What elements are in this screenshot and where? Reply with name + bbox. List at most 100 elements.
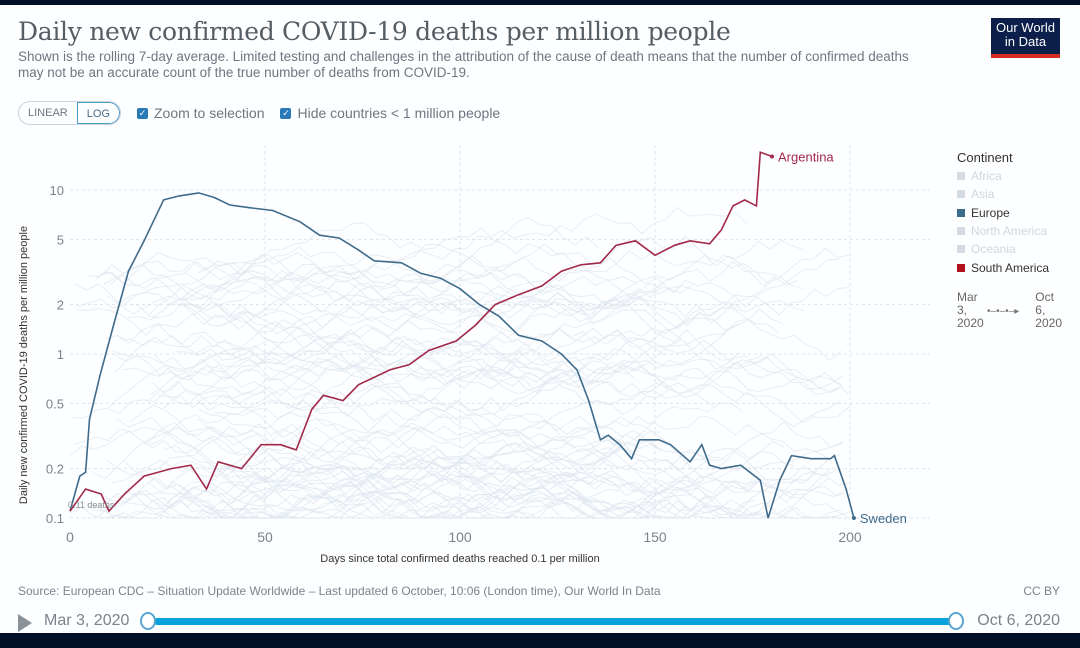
- chart-card: Daily new confirmed COVID-19 deaths per …: [0, 5, 1080, 633]
- background-country-line: [72, 356, 635, 419]
- legend-swatch: [957, 263, 965, 272]
- series-label-argentina[interactable]: Argentina: [778, 150, 834, 165]
- play-icon[interactable]: [18, 614, 32, 632]
- chart-title: Daily new confirmed COVID-19 deaths per …: [18, 17, 731, 46]
- chart-controls: LINEAR LOG ✓ Zoom to selection ✓ Hide coun…: [18, 101, 500, 125]
- legend-item-africa[interactable]: Africa: [957, 167, 1049, 185]
- timeline-track[interactable]: [154, 618, 952, 625]
- legend-item-europe[interactable]: Europe: [957, 204, 1049, 222]
- y-tick-label: 0.5: [46, 396, 64, 411]
- legend-item-north-america[interactable]: North America: [957, 222, 1049, 240]
- background-country-line: [114, 282, 771, 373]
- background-country-line: [103, 272, 842, 367]
- legend-date-start: Mar 3, 2020: [957, 290, 984, 330]
- x-tick-label: 150: [643, 529, 667, 545]
- background-country-line: [112, 321, 746, 418]
- checkbox-checked-icon: ✓: [280, 107, 292, 119]
- background-country-line: [72, 426, 846, 519]
- y-axis-label: Daily new confirmed COVID-19 deaths per …: [18, 226, 30, 504]
- x-tick-label: 0: [66, 529, 74, 545]
- x-tick-label: 50: [257, 529, 273, 545]
- background-country-line: [196, 369, 841, 428]
- legend-item-asia[interactable]: Asia: [957, 185, 1049, 203]
- log-button[interactable]: LOG: [76, 102, 120, 124]
- timeline-start-handle[interactable]: [140, 612, 156, 630]
- legend-date-range: Mar 3, 2020 Oct 6, 2020 •–•–•–▸: [957, 291, 1062, 330]
- y-tick-label: 10: [50, 183, 64, 198]
- background-country-line: [113, 258, 840, 362]
- background-country-line: [150, 328, 666, 396]
- background-country-line: [93, 468, 832, 519]
- background-country-line: [163, 431, 785, 491]
- arrow-dots-icon: •–•–•–▸: [987, 306, 1020, 317]
- legend-swatch: [957, 227, 965, 236]
- series-end-point: [770, 154, 774, 159]
- timeline: Mar 3, 2020 Oct 6, 2020: [18, 611, 1062, 633]
- y-tick-label: 0.2: [46, 462, 64, 477]
- background-country-line: [124, 441, 839, 493]
- series-line-sweden[interactable]: [69, 192, 855, 519]
- legend-label: Oceania: [971, 242, 1016, 257]
- owid-logo[interactable]: Our World in Data: [991, 18, 1060, 58]
- chart-subtitle: Shown is the rolling 7-day average. Limi…: [18, 49, 909, 80]
- background-country-line: [180, 467, 848, 519]
- timeline-end-handle[interactable]: [948, 612, 964, 630]
- linear-button[interactable]: LINEAR: [28, 107, 68, 119]
- y-tick-label: 5: [57, 232, 64, 247]
- x-axis-label: Days since total confirmed deaths reache…: [320, 553, 599, 565]
- background-country-line: [217, 260, 804, 344]
- hide-small-countries-checkbox[interactable]: ✓ Hide countries < 1 million people: [280, 105, 501, 121]
- background-country-line: [175, 339, 843, 396]
- x-tick-label: 200: [838, 529, 862, 545]
- background-country-line: [109, 266, 637, 339]
- legend-label: Africa: [971, 169, 1002, 184]
- background-country-line: [188, 222, 693, 308]
- y-tick-label: 1: [57, 347, 64, 362]
- legend-swatch: [957, 208, 965, 217]
- background-country-line: [77, 279, 850, 317]
- background-country-line: [88, 251, 779, 334]
- background-country-line: [218, 300, 804, 361]
- background-country-line: [99, 448, 755, 519]
- legend-swatch: [957, 172, 965, 181]
- background-country-line: [212, 339, 682, 383]
- timeline-end-label: Oct 6, 2020: [977, 612, 1060, 629]
- background-country-line: [127, 265, 784, 331]
- background-country-line: [71, 479, 704, 519]
- background-country-line: [148, 407, 723, 499]
- legend-label: North America: [971, 224, 1048, 239]
- background-country-line: [213, 351, 741, 416]
- scale-toggle[interactable]: LINEAR LOG: [18, 101, 121, 125]
- source-note: Source: European CDC – Situation Update …: [18, 584, 661, 598]
- annotation-label: 0.11 deaths: [68, 500, 115, 510]
- background-country-line: [100, 235, 850, 291]
- series-label-sweden[interactable]: Sweden: [860, 511, 907, 526]
- background-country-line: [74, 252, 555, 315]
- legend-swatch: [957, 245, 965, 254]
- series-line-argentina[interactable]: [69, 151, 773, 513]
- zoom-to-selection-checkbox[interactable]: ✓ Zoom to selection: [136, 105, 265, 121]
- background-country-line: [123, 283, 662, 377]
- background-country-line: [166, 447, 636, 515]
- background-country-line: [206, 441, 851, 519]
- legend-label: Europe: [971, 205, 1010, 220]
- x-tick-label: 100: [448, 529, 472, 545]
- series-end-point: [851, 516, 856, 520]
- background-country-line: [149, 469, 712, 519]
- background-country-line: [197, 418, 842, 519]
- license-link[interactable]: CC BY: [1023, 584, 1060, 598]
- legend-item-south-america[interactable]: South America: [957, 258, 1049, 276]
- background-country-line: [75, 307, 849, 398]
- background-country-line: [119, 334, 635, 384]
- background-country-line: [107, 380, 670, 442]
- legend-item-oceania[interactable]: Oceania: [957, 240, 1049, 258]
- background-country-line: [150, 463, 830, 519]
- background-country-line: [222, 416, 843, 483]
- background-country-line: [179, 243, 742, 330]
- background-country-line: [148, 278, 640, 319]
- background-country-line: [175, 303, 843, 393]
- timeline-start-label: Mar 3, 2020: [44, 612, 130, 629]
- background-country-line: [216, 402, 744, 481]
- continent-legend: Continent Africa Asia Europe North America O…: [957, 150, 1049, 277]
